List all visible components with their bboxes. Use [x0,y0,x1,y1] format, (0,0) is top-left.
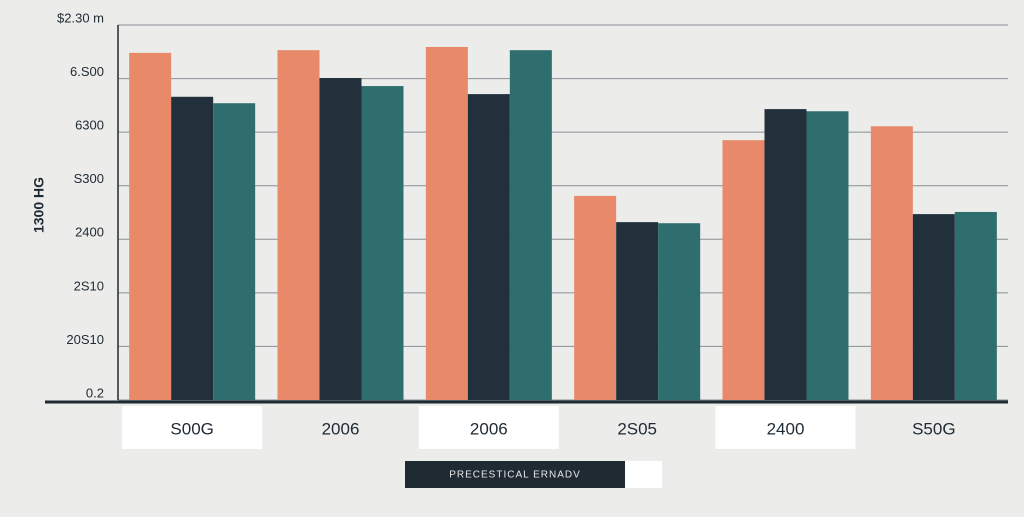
bar [616,222,659,400]
bar [954,211,997,400]
bar [425,46,468,400]
bar [467,94,510,400]
bar [171,96,214,401]
x-label-banner [405,461,625,488]
y-tick-label: 20S10 [66,332,104,347]
x-tick-label: 2S05 [617,419,657,438]
x-tick-label: S50G [912,419,955,438]
bar [870,126,913,400]
bar [806,111,849,400]
bar [658,223,701,400]
x-tick-label: S00G [170,419,213,438]
bar [574,195,617,400]
x-label-tail [625,461,662,488]
y-tick-label: 2S10 [74,278,104,293]
bar [722,140,765,400]
x-tick-label: 2400 [767,419,805,438]
category-box [418,406,559,449]
y-tick-label: 6300 [75,118,104,133]
bar [213,103,256,400]
y-tick-label: 0.2 [86,385,104,400]
y-tick-label: 2400 [75,225,104,240]
bar [319,78,362,401]
category-box [715,406,856,449]
bar [129,52,172,400]
bar [277,50,320,401]
bar [912,214,955,400]
x-tick-label: 2006 [322,419,360,438]
y-tick-label: S300 [74,171,104,186]
bar [361,86,404,401]
bar [509,50,552,401]
bar [764,109,807,400]
y-axis-title: 1300 HG [31,177,47,233]
y-tick-label: 6.S00 [70,64,104,79]
category-box [122,406,263,449]
y-tick-label: $2.30 m [57,10,104,25]
x-axis-title: PRECESTICAL ERNADV [449,470,581,481]
x-tick-label: 2006 [470,419,508,438]
